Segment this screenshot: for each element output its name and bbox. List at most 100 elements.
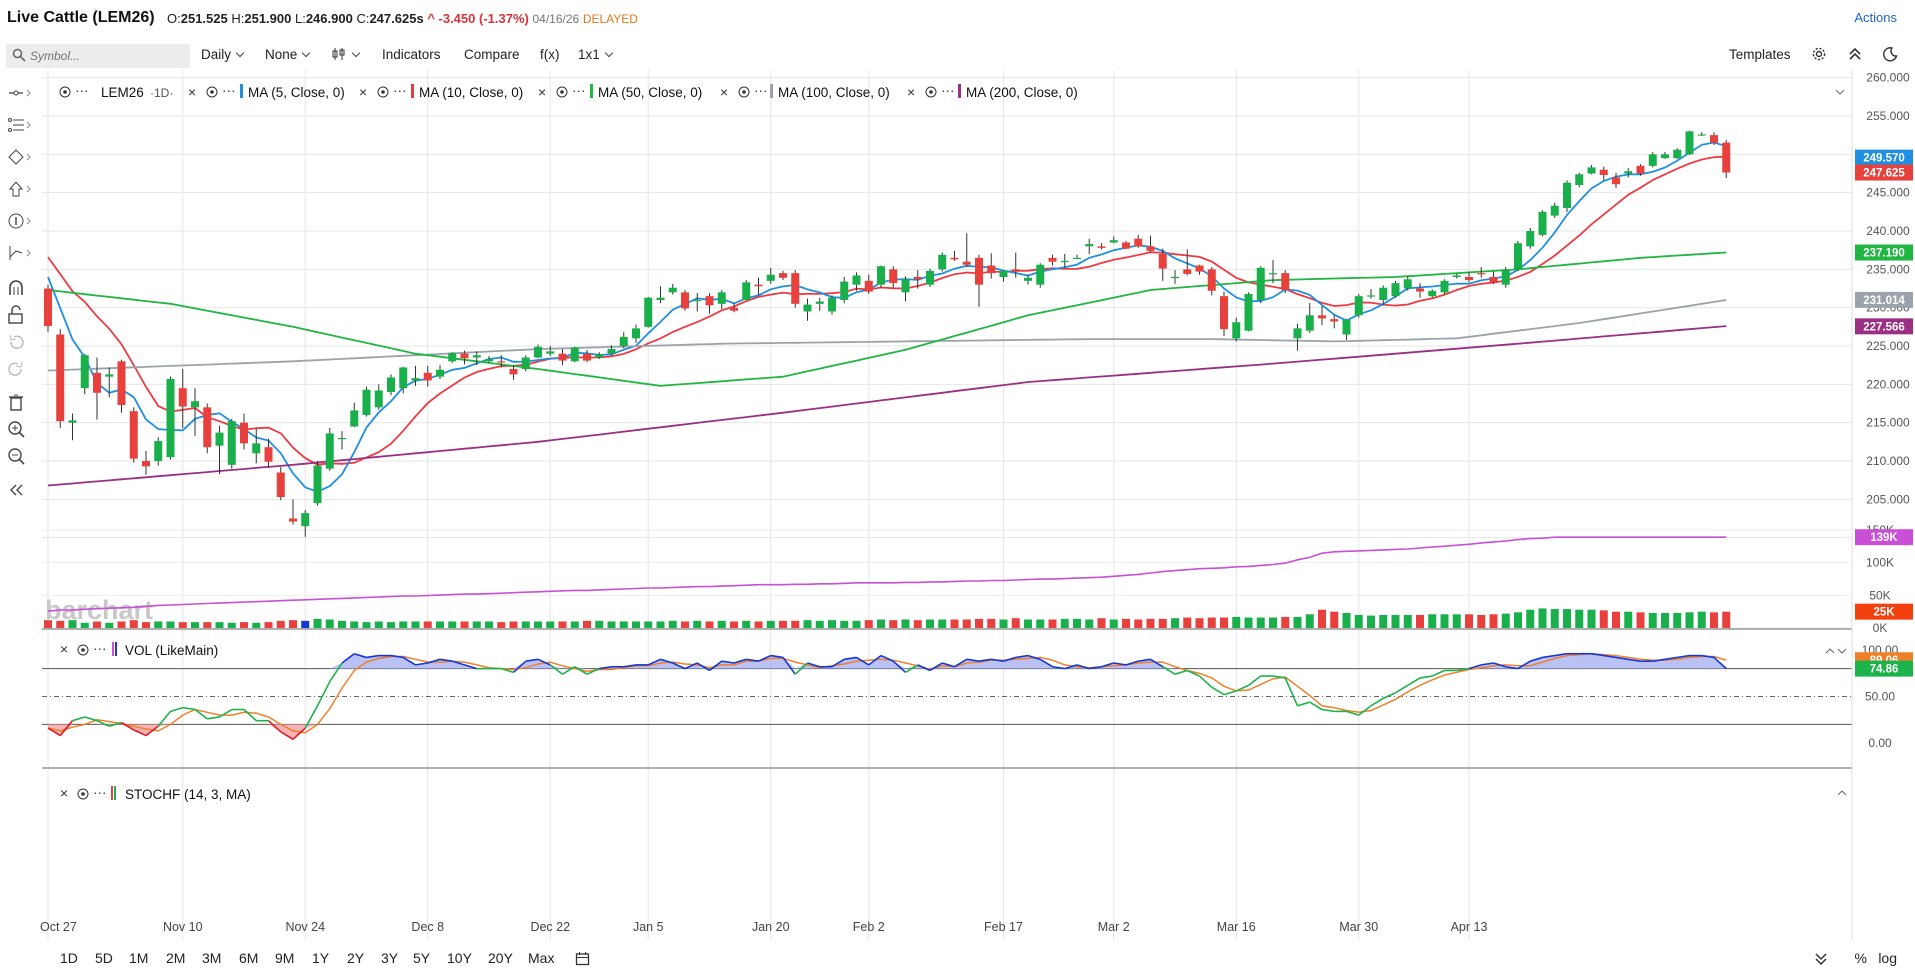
range-button-5y[interactable]: 5Y [413,950,431,966]
magnet-tool[interactable] [6,278,32,298]
volume-bar [668,620,677,628]
measure-tool[interactable] [6,243,32,263]
volume-bar [338,620,346,628]
compare-mode-dropdown[interactable]: None [265,47,311,62]
percent-label: % [1854,950,1867,966]
collapse-toolbar-button[interactable] [6,480,32,500]
candle-body [1452,275,1461,277]
volume-bar [1722,611,1731,628]
volume-bar [754,621,763,628]
compare-button[interactable]: Compare [464,47,520,62]
templates-button[interactable]: Templates [1729,47,1791,62]
candle-body [1697,134,1706,136]
candle-body [1256,267,1265,300]
candle-body [1416,288,1424,292]
fib-tool[interactable] [6,115,32,135]
chevron-up-icon[interactable] [1825,648,1835,654]
range-button-2m[interactable]: 2M [166,950,186,966]
volume-bar [1146,618,1155,628]
settings-button[interactable] [1811,46,1827,65]
volume-bar [730,621,738,628]
price-tick-label: 235.000 [1866,262,1910,276]
chart-type-dropdown[interactable] [331,47,361,62]
zoom-out-button[interactable] [6,446,32,466]
volume-bar [1183,617,1192,628]
legend-symbol-controls[interactable]: ··· [59,83,89,98]
range-button-5d[interactable]: 5D [95,950,113,966]
stoch-k-segment [1027,654,1041,661]
volume-legend-controls[interactable]: × ··· [60,641,107,657]
scroll-to-end-button[interactable] [1814,952,1828,969]
range-button-9m[interactable]: 9M [275,950,295,966]
annotation-tool[interactable] [6,211,32,231]
candle-body [570,347,579,362]
candle-body [1550,205,1559,216]
lock-tool[interactable] [6,305,32,325]
fx-button[interactable]: f(x) [540,47,560,62]
redo-button[interactable] [6,359,32,379]
stoch-k-segment [157,710,172,727]
range-button-max[interactable]: Max [528,950,555,966]
stoch-k-segment [194,708,208,720]
range-button-2y[interactable]: 2Y [347,950,365,966]
range-button-20y[interactable]: 20Y [488,950,513,966]
candle-body [938,254,947,270]
stoch-k-segment [219,708,233,718]
candle-body [1722,142,1731,173]
stoch-k-segment [537,658,551,666]
header-bar: Live Cattle (LEM26) O:251.525 H:251.900 … [0,0,1915,38]
volume-bar [1673,612,1682,628]
stoch-k-segment [1481,662,1494,666]
chevron-up-icon[interactable] [1837,790,1847,796]
stoch-k-segment [366,654,379,659]
candle-body [681,292,689,309]
stoch-k-segment [1125,660,1139,666]
dark-mode-toggle[interactable] [1882,46,1898,65]
shape-tool[interactable] [6,147,32,167]
stoch-legend-controls[interactable]: × ··· [60,785,107,801]
arrow-tool[interactable] [6,179,32,199]
range-button-1d[interactable]: 1D [60,950,78,966]
range-button-10y[interactable]: 10Y [447,950,472,966]
chevron-down-icon[interactable] [1837,648,1847,654]
percent-scale-button[interactable]: % [1855,950,1867,966]
symbol-input[interactable] [30,47,180,65]
legend-ma50-controls[interactable]: × ··· [538,83,586,100]
candle-body [1195,265,1204,272]
volume-legend: × ··· VOL (LikeMain) [60,641,1847,658]
undo-button[interactable] [6,332,32,352]
volume-bar [1158,618,1167,628]
actions-menu[interactable]: Actions [1854,10,1897,25]
templates-label: Templates [1729,47,1791,62]
legend-ma100-controls[interactable]: × ··· [720,83,768,100]
chart-area[interactable]: barchart 260.000255.000250.000245.000240… [0,70,1915,948]
legend-collapse-icon[interactable] [1835,89,1845,95]
collapse-header-button[interactable] [1848,46,1862,65]
range-button-1y[interactable]: 1Y [312,950,330,966]
gear-icon [1812,47,1826,61]
log-scale-button[interactable]: log [1878,950,1897,966]
delete-drawings-button[interactable] [6,392,32,412]
candle-body [1587,167,1596,174]
range-button-3m[interactable]: 3M [202,950,222,966]
line-tool[interactable] [6,83,32,103]
layout-dropdown[interactable]: 1x1 [578,47,614,62]
period-dropdown[interactable]: Daily [201,47,245,62]
volume-bar [779,620,787,628]
legend-ma200-controls[interactable]: × ··· [907,83,955,100]
range-button-6m[interactable]: 6M [239,950,259,966]
legend-ma5-controls[interactable]: × ··· [188,83,236,100]
stoch-k-segment [1089,665,1102,670]
candle-body [1648,154,1657,166]
chevron-down-icon [604,48,614,58]
date-range-button[interactable] [575,951,590,969]
zoom-in-button[interactable] [6,419,32,439]
indicators-button[interactable]: Indicators [382,47,441,62]
range-button-1m[interactable]: 1M [129,950,149,966]
volume-bar [1489,614,1498,628]
candle-body [1293,328,1302,339]
legend-ma10-controls[interactable]: × ··· [359,83,407,100]
range-button-3y[interactable]: 3Y [381,950,399,966]
candle-body [509,369,518,375]
volume-bar [1477,614,1486,628]
